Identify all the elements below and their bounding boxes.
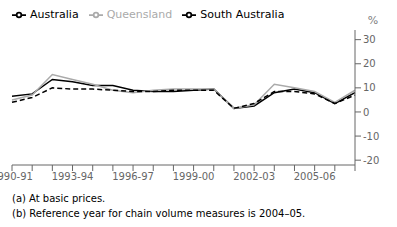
svg-text:30: 30 — [363, 34, 376, 45]
html-text:(a) At basic prices.: (a) At basic prices. — [12, 193, 106, 204]
svg-text:%: % — [368, 14, 378, 27]
svg-text:2002-03: 2002-03 — [233, 171, 275, 182]
svg-text:1996-97: 1996-97 — [112, 171, 154, 182]
svg-text:1999-00: 1999-00 — [173, 171, 215, 182]
svg-text:20: 20 — [363, 58, 376, 69]
html-text:South Australia: South Australia — [200, 8, 285, 21]
svg-text:10: 10 — [363, 82, 376, 93]
svg-text:0: 0 — [363, 107, 369, 118]
svg-text:-20: -20 — [363, 155, 379, 166]
html-text:Queensland: Queensland — [106, 8, 173, 21]
html-text:(b) Reference year for chain v: (b) Reference year for chain volume meas… — [12, 208, 306, 219]
html-text:Australia: Australia — [30, 8, 79, 21]
svg-text:2005-06: 2005-06 — [294, 171, 336, 182]
svg-text:-10: -10 — [363, 131, 379, 142]
svg-text:1993-94: 1993-94 — [52, 171, 94, 182]
svg-text:1990-91: 1990-91 — [8, 171, 33, 182]
